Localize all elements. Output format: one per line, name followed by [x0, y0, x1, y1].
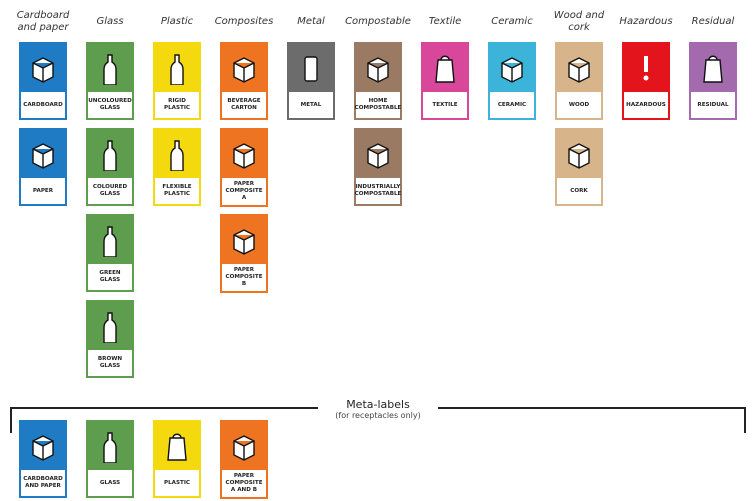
tile-icon [155, 130, 199, 178]
tile-label: TEXTILE [432, 101, 458, 108]
tile-icon [557, 130, 601, 178]
tile-icon [88, 130, 132, 178]
tile-icon [356, 130, 400, 178]
label-tile: GREEN GLASS [86, 214, 134, 292]
label-tile: RESIDUAL [689, 42, 737, 120]
label-tile: UNCOLOURED GLASS [86, 42, 134, 120]
tile-label: PAPER COMPOSITE A AND B [225, 473, 263, 493]
tile-label: CERAMIC [497, 101, 527, 108]
column-header: Wood and cork [553, 10, 605, 33]
label-tile: WOOD [555, 42, 603, 120]
tile-icon [155, 44, 199, 92]
meta-tile: GLASS [86, 420, 134, 498]
tile-label: CORK [570, 187, 588, 194]
tile-icon [691, 44, 735, 92]
tile-icon [423, 44, 467, 92]
tile-icon [88, 216, 132, 264]
label-tile: METAL [287, 42, 335, 120]
tile-icon [356, 44, 400, 92]
column-header: Composites [214, 16, 274, 27]
column-header: Textile [428, 16, 462, 27]
meta-tile: CARDBOARD AND PAPER [19, 420, 67, 498]
label-tile: CERAMIC [488, 42, 536, 120]
tile-label: CARDBOARD [23, 101, 63, 108]
column-header: Hazardous [619, 16, 673, 27]
tile-icon [222, 422, 266, 470]
tile-icon [88, 44, 132, 92]
label-tile: TEXTILE [421, 42, 469, 120]
tile-label: METAL [300, 101, 322, 108]
tile-label: HOME COMPOSTABLE [354, 98, 402, 111]
column-header: Glass [96, 16, 124, 27]
tile-label: INDUSTRIALLY COMPOSTABLE [354, 184, 402, 197]
meta-tile: PLASTIC [153, 420, 201, 498]
tile-label: PAPER [32, 187, 54, 194]
column-header: Cardboard and paper [16, 10, 70, 33]
tile-icon [289, 44, 333, 92]
tile-label: BEVERAGE CARTON [227, 98, 261, 111]
label-tile: RIGID PLASTIC [153, 42, 201, 120]
tile-label: GREEN GLASS [99, 270, 121, 283]
tile-icon [624, 44, 668, 92]
tile-label: COLOURED GLASS [92, 184, 128, 197]
tile-label: PLASTIC [163, 479, 191, 486]
column-header: Plastic [160, 16, 194, 27]
label-tile: CORK [555, 128, 603, 206]
label-tile: BEVERAGE CARTON [220, 42, 268, 120]
tile-label: GLASS [99, 479, 121, 486]
tile-icon [222, 216, 266, 264]
meta-subtitle: (for receptacles only) [335, 411, 421, 420]
tile-label: PAPER COMPOSITE A [225, 181, 263, 201]
tile-icon [88, 302, 132, 350]
tile-label: UNCOLOURED GLASS [88, 98, 132, 111]
tile-label: HAZARDOUS [626, 101, 666, 108]
tile-icon [21, 130, 65, 178]
meta-tile: PAPER COMPOSITE A AND B [220, 420, 268, 499]
label-tile: INDUSTRIALLY COMPOSTABLE [354, 128, 402, 206]
tile-label: CARDBOARD AND PAPER [23, 476, 63, 489]
tile-label: WOOD [568, 101, 590, 108]
tile-icon [490, 44, 534, 92]
tile-label: BROWN GLASS [97, 356, 123, 369]
label-tile: FLEXIBLE PLASTIC [153, 128, 201, 206]
meta-title: Meta-labels [346, 398, 410, 411]
label-tile: HOME COMPOSTABLE [354, 42, 402, 120]
column-header: Ceramic [491, 16, 533, 27]
meta-heading: Meta-labels (for receptacles only) [318, 398, 438, 420]
column-header: Metal [297, 16, 325, 27]
label-tile: PAPER COMPOSITE A [220, 128, 268, 207]
label-tile: BROWN GLASS [86, 300, 134, 378]
tile-label: PAPER COMPOSITE B [225, 267, 263, 287]
tile-icon [88, 422, 132, 470]
tile-icon [21, 44, 65, 92]
tile-label: FLEXIBLE PLASTIC [162, 184, 192, 197]
column-header: Residual [691, 16, 735, 27]
tile-icon [155, 422, 199, 470]
label-tile: COLOURED GLASS [86, 128, 134, 206]
label-tile: CARDBOARD [19, 42, 67, 120]
tile-icon [222, 44, 266, 92]
tile-icon [21, 422, 65, 470]
label-tile: PAPER [19, 128, 67, 206]
column-header: Compostable [345, 16, 411, 27]
tile-icon [557, 44, 601, 92]
tile-label: RESIDUAL [697, 101, 729, 108]
tile-icon [222, 130, 266, 178]
tile-label: RIGID PLASTIC [163, 98, 191, 111]
label-tile: PAPER COMPOSITE B [220, 214, 268, 293]
label-tile: HAZARDOUS [622, 42, 670, 120]
